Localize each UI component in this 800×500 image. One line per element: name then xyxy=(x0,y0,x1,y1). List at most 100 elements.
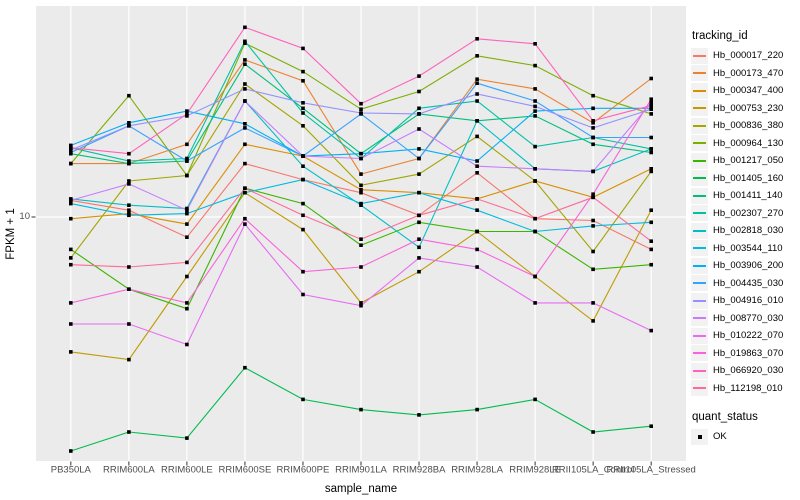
data-point xyxy=(649,107,653,111)
data-point xyxy=(475,37,479,41)
data-point xyxy=(417,237,421,241)
data-point xyxy=(649,424,653,428)
data-point xyxy=(69,145,73,150)
data-point xyxy=(69,247,73,252)
legend-swatch-line xyxy=(693,229,706,232)
legend-swatch-line xyxy=(693,334,706,337)
data-point xyxy=(533,42,537,46)
data-point xyxy=(417,190,421,195)
data-point xyxy=(591,430,595,434)
data-point xyxy=(69,161,73,166)
data-point xyxy=(649,101,653,105)
legend-key xyxy=(691,292,708,309)
data-point xyxy=(649,169,653,174)
data-point xyxy=(185,109,189,113)
data-point xyxy=(185,342,189,347)
data-point xyxy=(649,247,653,252)
data-point xyxy=(417,74,421,78)
legend-key xyxy=(691,100,708,117)
legend-item-label: Hb_010222_070 xyxy=(713,330,784,342)
data-point xyxy=(591,121,595,125)
data-point xyxy=(127,213,131,218)
legend-swatch-line xyxy=(693,264,706,267)
x-tick-label: PB350LA xyxy=(50,464,91,476)
legend-swatch-line xyxy=(693,317,706,320)
data-point xyxy=(359,237,363,241)
data-point xyxy=(649,112,653,116)
data-point xyxy=(127,121,131,125)
legend-item: Hb_001217_050 xyxy=(691,152,799,170)
data-point xyxy=(533,104,537,109)
x-tick-label: RRIM600LA xyxy=(102,464,155,476)
data-point xyxy=(475,92,479,96)
data-point xyxy=(243,99,247,103)
data-point xyxy=(417,245,421,250)
data-point xyxy=(359,107,363,111)
legend-key xyxy=(691,187,708,204)
data-point xyxy=(649,103,653,108)
data-point xyxy=(417,127,421,131)
data-point xyxy=(301,154,305,158)
data-point xyxy=(359,183,363,188)
data-point xyxy=(243,190,247,195)
legend-item-label: Hb_002307_270 xyxy=(713,207,784,219)
quant-legend-label: OK xyxy=(713,431,727,443)
data-point xyxy=(591,119,595,123)
data-point xyxy=(359,243,363,247)
data-point xyxy=(533,114,537,118)
legend-key xyxy=(691,275,708,292)
data-point xyxy=(301,164,305,168)
data-point xyxy=(243,216,247,221)
data-point xyxy=(69,201,73,206)
data-point xyxy=(301,227,305,232)
legend-item: Hb_008770_030 xyxy=(691,310,799,328)
legend-item-label: Hb_002818_030 xyxy=(713,225,784,237)
data-point xyxy=(69,449,73,453)
data-point xyxy=(301,79,305,83)
data-point xyxy=(243,126,247,130)
data-point xyxy=(359,407,363,412)
x-tick-label: RRII105LA_Control xyxy=(551,464,635,476)
data-point xyxy=(185,436,189,440)
legend-item: Hb_002307_270 xyxy=(691,205,799,223)
legend-item: Hb_000173_470 xyxy=(691,65,799,83)
data-point xyxy=(359,190,363,195)
data-point xyxy=(417,413,421,417)
data-point xyxy=(127,182,131,186)
legend-item: Hb_003544_110 xyxy=(691,240,799,258)
data-point xyxy=(533,179,537,183)
data-point xyxy=(533,99,537,103)
data-point xyxy=(243,62,247,66)
data-point xyxy=(243,58,247,62)
data-point xyxy=(591,319,595,323)
data-point xyxy=(69,256,73,260)
y-tick-label: 10 xyxy=(19,211,30,222)
data-point xyxy=(475,197,479,201)
legend-item-label: Hb_112198_010 xyxy=(713,382,783,394)
data-point xyxy=(127,322,131,326)
data-point xyxy=(359,187,363,192)
data-point xyxy=(591,192,595,196)
legend-key xyxy=(691,362,708,379)
legend-key xyxy=(691,222,708,239)
legend-key xyxy=(691,345,708,362)
data-point xyxy=(359,156,363,161)
data-point xyxy=(591,135,595,140)
data-point xyxy=(417,213,421,218)
data-point xyxy=(243,142,247,147)
legend-item-label: Hb_000173_470 xyxy=(713,67,784,79)
legend-item-label: Hb_001411_140 xyxy=(713,190,783,202)
legend-item-label: Hb_003906_200 xyxy=(713,260,784,272)
data-point xyxy=(301,177,305,182)
data-point xyxy=(243,365,247,370)
legend-swatch-line xyxy=(693,54,706,57)
legend-key xyxy=(691,47,708,64)
data-point xyxy=(591,301,595,305)
data-point xyxy=(649,76,653,81)
data-point xyxy=(649,262,653,267)
data-point xyxy=(591,224,595,228)
data-point xyxy=(301,213,305,218)
data-point xyxy=(591,93,595,98)
data-point xyxy=(649,147,653,151)
data-point xyxy=(69,322,73,326)
